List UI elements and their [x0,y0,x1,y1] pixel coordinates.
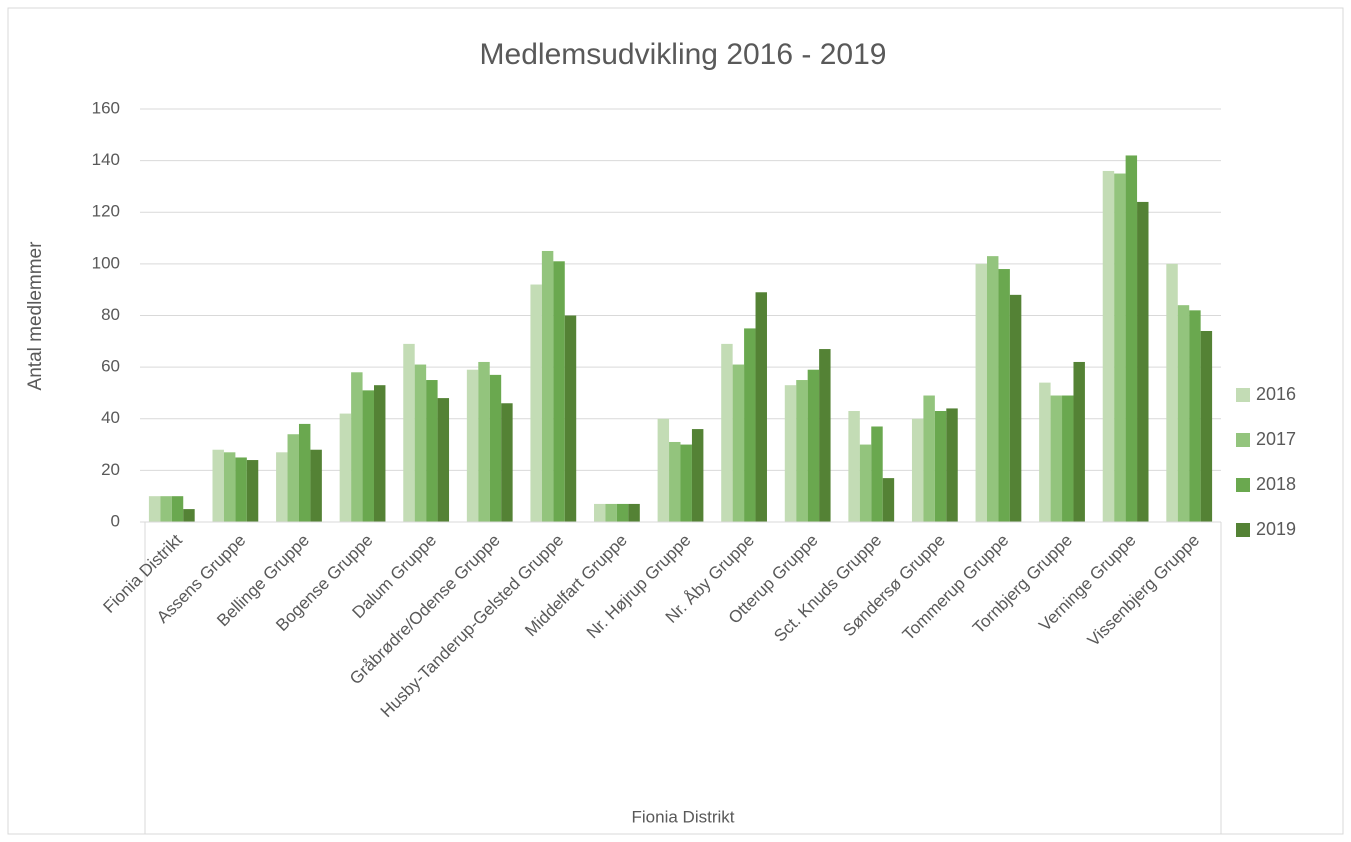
bar [148,496,161,522]
bar [1102,170,1115,522]
bar [680,444,692,522]
bar [160,496,172,522]
bar [501,403,513,522]
bar [732,364,745,522]
bar [669,441,681,522]
bar [426,380,438,522]
bar [374,385,386,522]
bar [998,269,1010,522]
bar [859,444,872,522]
bar [466,369,479,522]
y-tick-label: 60 [101,357,120,376]
bar [628,503,640,522]
bar [541,250,554,522]
bar [605,503,617,522]
bar [1114,173,1126,522]
bar [298,423,311,522]
legend-swatch [1236,523,1250,537]
y-tick-label: 100 [92,253,120,272]
bar [807,369,820,522]
y-axis-title: Antal medlemmer [25,241,46,391]
chart-title: Medlemsudvikling 2016 - 2019 [480,38,887,71]
bar [171,496,184,522]
bar [530,284,542,522]
bar [1050,395,1063,522]
bar [911,418,924,522]
bar [223,452,236,522]
x-axis-title: Fionia Distrikt [632,807,735,826]
bar [287,434,299,522]
bar [310,449,322,522]
bar [755,292,767,522]
bar [339,413,352,522]
bar [403,343,415,522]
bar [362,390,375,522]
bar [796,380,808,522]
bar [489,374,502,522]
bar [1039,382,1051,522]
bar [1125,155,1138,522]
bar [235,457,247,522]
bar [553,261,565,522]
bar [437,398,450,522]
bar [1177,305,1190,522]
bar [848,411,860,522]
bar [744,328,756,522]
bar [564,315,577,522]
bar [871,426,883,522]
bar [1137,201,1149,523]
y-tick-label: 20 [101,460,120,479]
bar [414,364,427,522]
y-tick-label: 160 [92,98,120,117]
y-tick-label: 140 [92,150,120,169]
bar [478,361,490,522]
legend-swatch [1236,478,1250,492]
legend-swatch [1236,388,1250,402]
bar [276,452,288,522]
legend-label: 2018 [1256,474,1296,494]
legend-label: 2016 [1256,384,1296,404]
legend-label: 2017 [1256,429,1296,449]
y-tick-label: 40 [101,408,120,427]
y-tick-label: 0 [111,511,120,530]
bar [1073,361,1085,522]
bar [986,256,999,522]
bar [1166,263,1178,522]
bar [934,411,947,522]
bar [1189,310,1201,522]
y-tick-label: 120 [92,202,120,221]
bar [1062,395,1074,522]
bar [882,478,895,522]
bar [819,349,831,522]
bar [975,263,987,522]
bar [657,418,670,522]
bar [1200,330,1213,522]
bar [946,408,958,522]
bar [212,449,224,522]
bar [616,503,629,522]
bar [721,343,733,522]
bar [1009,294,1022,522]
bar [691,429,704,522]
bar [183,509,195,522]
legend-swatch [1236,433,1250,447]
legend-label: 2019 [1256,519,1296,539]
bar [594,503,606,522]
bar [246,460,259,522]
y-tick-label: 80 [101,305,120,324]
bar [351,372,363,522]
bar [923,395,935,522]
bar [784,385,797,522]
